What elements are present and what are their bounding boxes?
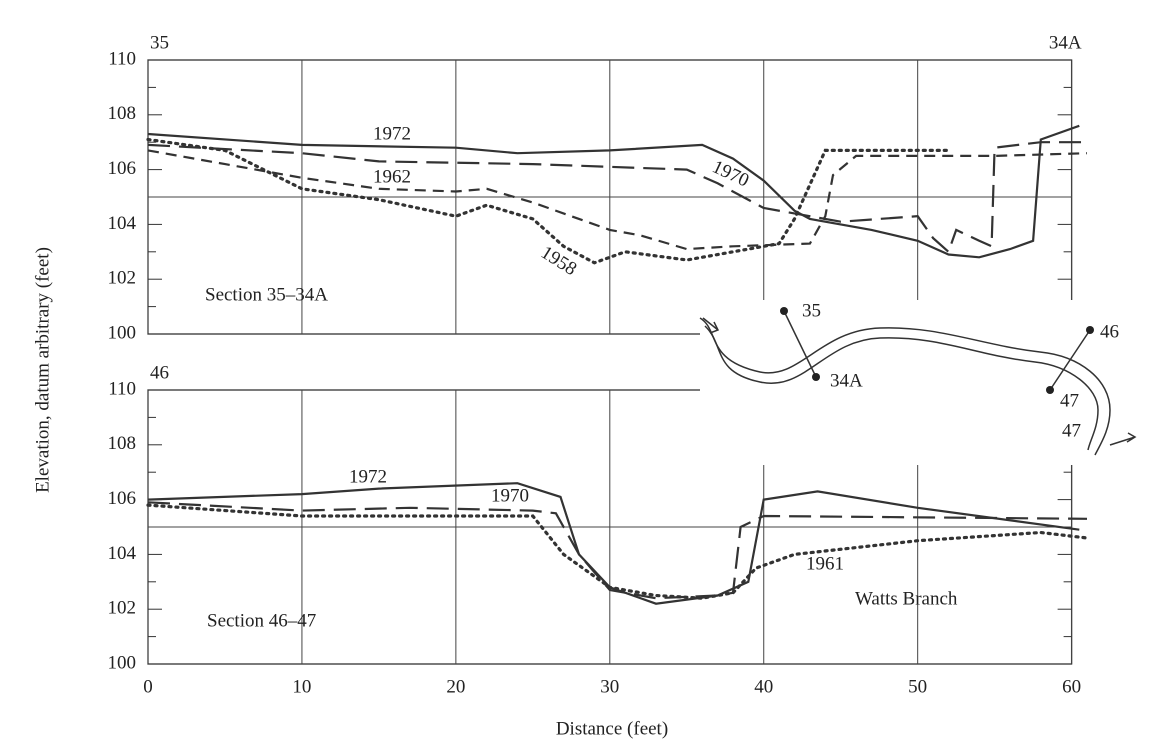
y-tick-label: 100 [108,652,137,673]
map-label: 35 [802,300,821,321]
x-tick-label: 40 [754,676,773,697]
section-point [1086,326,1094,334]
series-label: 1962 [373,166,411,187]
section-point [780,307,788,315]
y-tick-label: 106 [108,488,137,509]
section-point [1046,386,1054,394]
section-label: Section 46–47 [207,610,316,631]
map-name: Watts Branch [855,588,958,609]
corner-label: 35 [150,32,169,53]
section-point [812,373,820,381]
corner-label: 34A [1049,32,1082,53]
y-tick-label: 104 [108,213,137,234]
map-label: 47 [1062,420,1081,441]
y-tick-label: 102 [108,598,137,619]
x-tick-label: 30 [600,676,619,697]
y-tick-label: 110 [108,48,136,69]
y-tick-label: 102 [108,268,137,289]
section-label: Section 35–34A [205,284,328,305]
series-label: 1972 [349,466,387,487]
series-label: 1970 [491,485,529,506]
y-tick-label: 108 [108,103,137,124]
series-label: 1972 [373,123,411,144]
y-tick-label: 104 [108,543,137,564]
x-tick-label: 0 [143,676,153,697]
x-axis-label: Distance (feet) [556,718,668,739]
chart: Elevation, datum arbitrary (feet) Distan… [0,0,1151,751]
x-tick-label: 60 [1062,676,1081,697]
x-tick-label: 20 [446,676,465,697]
y-tick-label: 108 [108,433,137,454]
series-label: 1961 [806,553,844,574]
y-tick-label: 100 [108,322,137,343]
y-tick-label: 106 [108,158,137,179]
y-axis-label: Elevation, datum arbitrary (feet) [32,247,53,493]
corner-label: 46 [150,362,169,383]
map-label: 34A [830,370,863,391]
x-tick-label: 10 [292,676,311,697]
x-tick-label: 50 [908,676,927,697]
map-label: 47 [1060,390,1079,411]
y-tick-label: 110 [108,378,136,399]
map-label: 46 [1100,321,1119,342]
